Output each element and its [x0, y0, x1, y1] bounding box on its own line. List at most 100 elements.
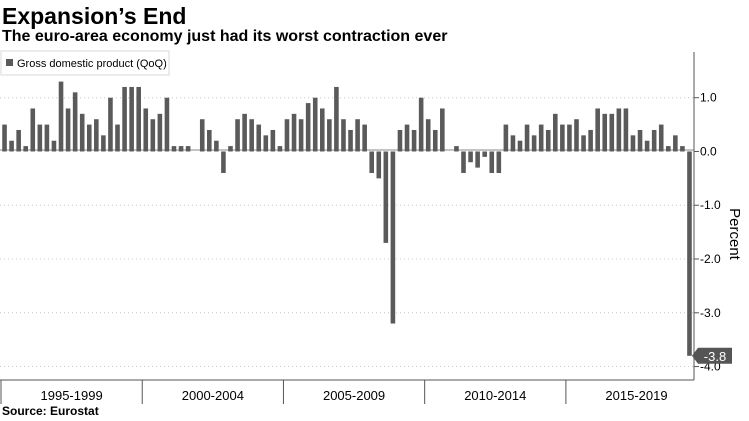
bar — [348, 129, 353, 152]
bar — [129, 86, 134, 152]
bar — [164, 97, 170, 152]
bar — [496, 151, 502, 173]
bar — [256, 124, 262, 152]
y-tick-label: -1.0 — [700, 198, 721, 212]
bar — [101, 135, 106, 152]
bar — [221, 151, 226, 173]
bar — [143, 108, 149, 152]
bar — [72, 92, 78, 152]
bar — [79, 113, 85, 152]
legend-label: Gross domestic product (QoQ) — [17, 58, 167, 70]
bar — [65, 108, 71, 152]
bar — [242, 113, 247, 152]
bar — [475, 151, 480, 168]
bar — [214, 140, 219, 152]
last-value-callout: -3.8 — [692, 347, 732, 364]
bar — [665, 146, 671, 152]
bar — [468, 151, 473, 163]
bar — [2, 124, 7, 152]
bar — [291, 113, 297, 152]
legend-box — [0, 50, 170, 76]
bar — [108, 97, 113, 152]
x-tick-label: 2010-2014 — [464, 388, 526, 403]
bar — [418, 97, 424, 152]
bar — [355, 119, 360, 152]
x-tick-label: 2015-2019 — [605, 388, 667, 403]
bar — [376, 151, 382, 179]
bar — [425, 119, 431, 152]
legend-swatch — [6, 59, 13, 66]
last-value-label: -3.8 — [704, 349, 726, 364]
chart: 1.00.0-1.0-2.0-3.0-4.0 1995-1999 2000-200… — [0, 50, 743, 404]
bar — [517, 140, 523, 152]
bar — [574, 119, 579, 152]
bar — [680, 146, 685, 152]
bar — [644, 140, 650, 152]
bar — [30, 108, 36, 152]
bar — [567, 124, 572, 152]
bar — [9, 140, 14, 152]
bar — [51, 140, 57, 152]
x-tick-label: 2005-2009 — [323, 388, 385, 403]
bar — [623, 108, 629, 152]
bar — [609, 113, 615, 152]
bar — [510, 135, 516, 152]
bar — [553, 113, 558, 152]
bar — [228, 146, 233, 152]
bar — [270, 129, 276, 152]
bar — [602, 113, 608, 152]
bar — [199, 119, 205, 152]
bar — [263, 135, 269, 152]
bars — [2, 81, 692, 356]
bar — [16, 129, 21, 152]
bar — [369, 151, 375, 173]
bar — [362, 124, 367, 152]
y-tick-label: 0.0 — [700, 144, 717, 158]
bar — [23, 146, 29, 152]
bar — [383, 151, 389, 243]
bar — [86, 124, 92, 152]
bar — [651, 129, 657, 152]
bar — [319, 108, 325, 152]
bar — [440, 108, 445, 152]
bar — [249, 119, 254, 152]
bar — [58, 81, 64, 152]
bar — [538, 124, 544, 152]
bar — [341, 119, 346, 152]
y-tick-label: -2.0 — [700, 252, 721, 266]
y-tick-label: -3.0 — [700, 306, 721, 320]
bar — [157, 113, 163, 152]
bar — [503, 124, 509, 152]
bar — [37, 124, 43, 152]
bar — [136, 86, 141, 152]
bar — [312, 97, 318, 152]
bar — [531, 135, 537, 152]
bar — [432, 129, 438, 152]
bar — [560, 124, 565, 152]
x-axis-labels: 1995-1999 2000-2004 2005-2009 2010-2014 2015… — [0, 380, 668, 404]
bar — [277, 146, 283, 152]
bar — [207, 129, 212, 152]
bar — [404, 124, 410, 152]
bar — [482, 151, 487, 157]
bar — [185, 146, 191, 152]
y-axis-ticks: 1.00.0-1.0-2.0-3.0-4.0 — [694, 91, 721, 374]
bar — [411, 129, 417, 152]
bar — [305, 103, 311, 152]
bar — [489, 151, 495, 173]
y-axis-label: Percent — [726, 208, 743, 261]
bar — [334, 86, 339, 152]
bar — [595, 108, 600, 152]
chart-title: Expansion’s End — [2, 3, 187, 29]
bar — [122, 86, 127, 152]
bar — [454, 146, 459, 152]
bar — [284, 119, 290, 152]
y-tick-label: 1.0 — [700, 91, 717, 105]
legend: Gross domestic product (QoQ) — [0, 50, 170, 76]
bar — [658, 124, 664, 152]
bar — [687, 151, 692, 356]
x-tick-label: 1995-1999 — [41, 388, 103, 403]
bar — [588, 129, 593, 152]
chart-subtitle: The euro-area economy just had its worst… — [2, 28, 448, 45]
bar — [637, 129, 643, 152]
